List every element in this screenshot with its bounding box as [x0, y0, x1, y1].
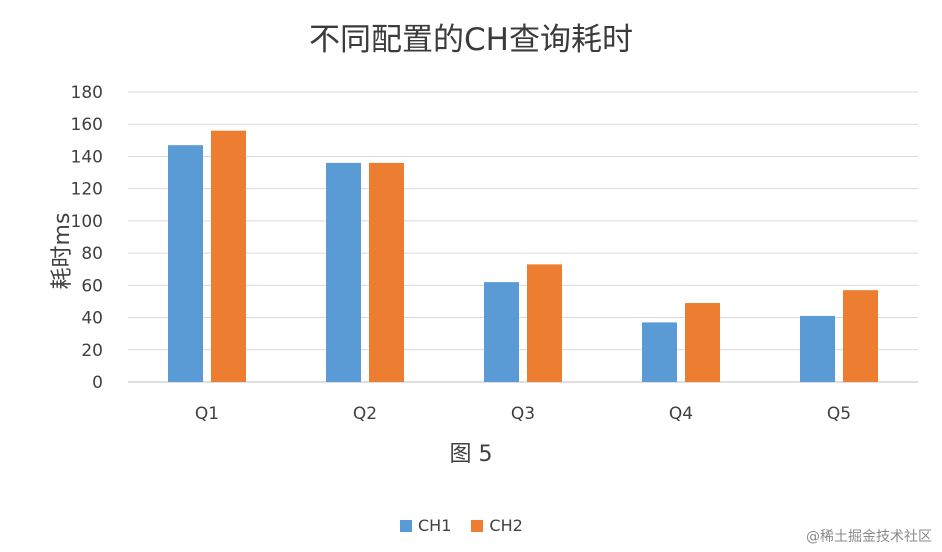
y-tick-label: 60: [81, 276, 103, 296]
y-tick-label: 120: [71, 180, 103, 200]
legend-item-ch1: CH1: [400, 516, 451, 535]
y-tick-label: 100: [71, 212, 103, 232]
y-tick-label: 140: [71, 147, 103, 167]
legend-swatch-ch1: [400, 519, 412, 532]
y-tick-label: 80: [81, 244, 103, 264]
legend-item-ch2: CH2: [471, 516, 523, 535]
y-tick-label: 0: [92, 373, 103, 393]
bar-ch1-q2: [326, 162, 361, 382]
bar-ch1-q3: [484, 282, 519, 382]
bar-ch2-q1: [211, 130, 246, 382]
x-tick-label: Q2: [353, 404, 377, 424]
bar-ch1-q5: [800, 315, 835, 382]
bar-ch2-q4: [685, 303, 720, 382]
legend-label-ch1: CH1: [418, 516, 452, 535]
x-tick-label: Q1: [195, 404, 219, 424]
bar-ch2-q5: [843, 290, 878, 382]
y-tick-label: 40: [81, 309, 103, 329]
chart-title: 不同配置的CH查询耗时: [309, 22, 633, 58]
bar-ch2-q2: [369, 162, 404, 382]
y-tick-label: 160: [71, 115, 103, 135]
x-tick-label: Q3: [511, 404, 535, 424]
x-tick-label: Q4: [669, 404, 693, 424]
x-axis-label: 图 5: [449, 442, 493, 467]
bar-ch1-q1: [168, 145, 203, 382]
y-tick-label: 180: [71, 83, 103, 103]
x-tick-label: Q5: [827, 404, 851, 424]
legend-label-ch2: CH2: [489, 516, 523, 535]
legend-swatch-ch2: [471, 519, 484, 532]
y-tick-label: 20: [81, 341, 103, 361]
legend: CH1 CH2: [400, 516, 543, 535]
bar-ch2-q3: [527, 264, 562, 382]
watermark: @稀土掘金技术社区: [806, 529, 932, 545]
bar-ch1-q4: [642, 322, 677, 382]
